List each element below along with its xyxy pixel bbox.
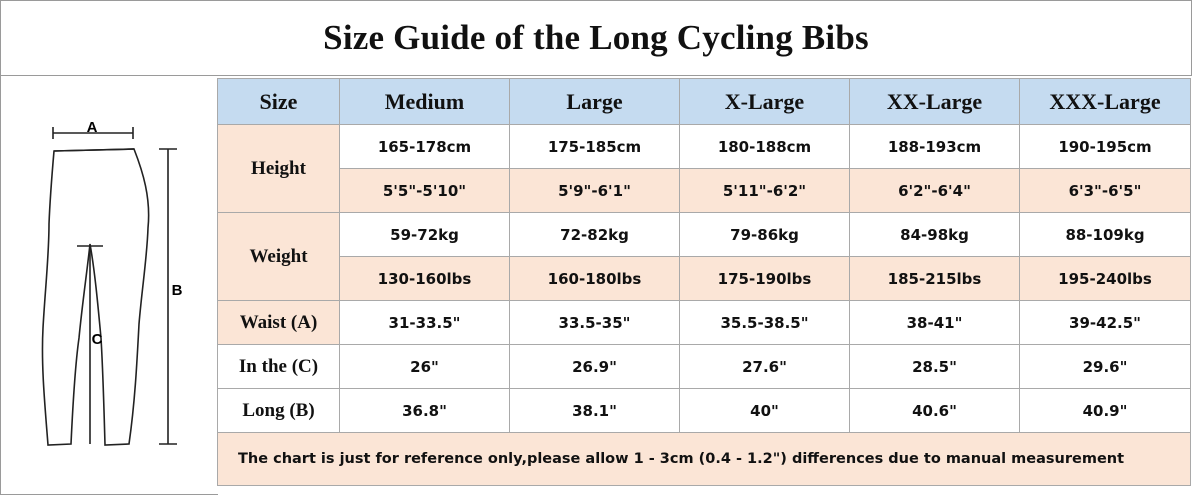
table-cell: 130-160lbs — [339, 256, 510, 301]
header-xxx-large: XXX-Large — [1019, 78, 1191, 125]
table-cell: 31-33.5" — [339, 300, 510, 345]
table-cell: 180-188cm — [679, 124, 850, 169]
table-cell: 26.9" — [509, 344, 680, 389]
table-cell: 33.5-35" — [509, 300, 680, 345]
row-label-height: Height — [217, 124, 340, 213]
row-label-weight: Weight — [217, 212, 340, 301]
header-medium: Medium — [339, 78, 510, 125]
disclaimer-note: The chart is just for reference only,ple… — [217, 432, 1191, 486]
page-title: Size Guide of the Long Cycling Bibs — [323, 18, 869, 57]
title-bar: Size Guide of the Long Cycling Bibs — [0, 0, 1192, 76]
table-row: Weight 59-72kg 72-82kg 79-86kg 84-98kg 8… — [217, 212, 1191, 301]
label-a: A — [87, 119, 98, 136]
label-b: B — [172, 282, 183, 299]
table-cell: 36.8" — [339, 388, 510, 433]
table-cell: 175-185cm — [509, 124, 680, 169]
table-cell: 88-109kg — [1019, 212, 1191, 257]
table-row: In the (C) 26" 26.9" 27.6" 28.5" 29.6" — [217, 344, 1191, 389]
table-row: 5'5"-5'10" 5'9"-6'1" 5'11"-6'2" 6'2"-6'4… — [218, 168, 1191, 213]
table-row: Waist (A) 31-33.5" 33.5-35" 35.5-38.5" 3… — [217, 300, 1191, 345]
table-cell: 160-180lbs — [509, 256, 680, 301]
table-cell: 6'2"-6'4" — [849, 168, 1020, 213]
table-row: 130-160lbs 160-180lbs 175-190lbs 185-215… — [218, 256, 1191, 301]
label-c: C — [92, 331, 103, 348]
row-label-inseam: In the (C) — [217, 344, 340, 389]
table-cell: 5'11"-6'2" — [679, 168, 850, 213]
table-cell: 26" — [339, 344, 510, 389]
table-cell: 27.6" — [679, 344, 850, 389]
table-cell: 6'3"-6'5" — [1019, 168, 1191, 213]
table-cell: 185-215lbs — [849, 256, 1020, 301]
row-label-long: Long (B) — [217, 388, 340, 433]
table-row: Long (B) 36.8" 38.1" 40" 40.6" 40.9" — [217, 388, 1191, 433]
table-cell: 38.1" — [509, 388, 680, 433]
table-cell: 35.5-38.5" — [679, 300, 850, 345]
size-table: Size Medium Large X-Large XX-Large XXX-L… — [217, 78, 1191, 486]
table-cell: 38-41" — [849, 300, 1020, 345]
bib-diagram: A B C — [0, 76, 218, 495]
row-label-waist: Waist (A) — [217, 300, 340, 345]
table-cell: 165-178cm — [339, 124, 510, 169]
table-header-row: Size Medium Large X-Large XX-Large XXX-L… — [217, 78, 1191, 125]
table-cell: 5'9"-6'1" — [509, 168, 680, 213]
header-xx-large: XX-Large — [849, 78, 1020, 125]
table-cell: 40" — [679, 388, 850, 433]
table-cell: 29.6" — [1019, 344, 1191, 389]
table-cell: 28.5" — [849, 344, 1020, 389]
table-cell: 190-195cm — [1019, 124, 1191, 169]
table-cell: 188-193cm — [849, 124, 1020, 169]
table-row: Height 165-178cm 175-185cm 180-188cm 188… — [217, 124, 1191, 213]
header-large: Large — [509, 78, 680, 125]
table-cell: 72-82kg — [509, 212, 680, 257]
table-cell: 84-98kg — [849, 212, 1020, 257]
header-size: Size — [217, 78, 340, 125]
table-note-row: The chart is just for reference only,ple… — [217, 432, 1191, 486]
table-cell: 5'5"-5'10" — [339, 168, 510, 213]
table-cell: 59-72kg — [339, 212, 510, 257]
table-cell: 79-86kg — [679, 212, 850, 257]
table-cell: 175-190lbs — [679, 256, 850, 301]
table-cell: 39-42.5" — [1019, 300, 1191, 345]
bib-pants-outline — [41, 148, 150, 446]
table-cell: 195-240lbs — [1019, 256, 1191, 301]
bib-outline-drawing: A B C — [41, 119, 183, 446]
header-x-large: X-Large — [679, 78, 850, 125]
table-cell: 40.9" — [1019, 388, 1191, 433]
table-cell: 40.6" — [849, 388, 1020, 433]
